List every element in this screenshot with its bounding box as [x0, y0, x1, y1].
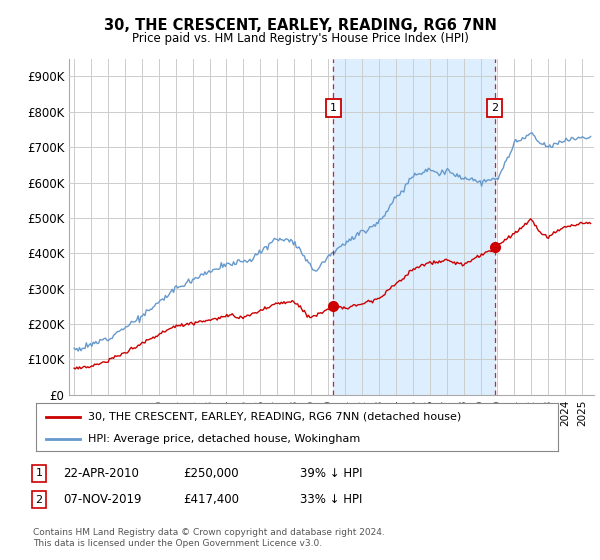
Text: 1: 1 — [35, 468, 43, 478]
Text: HPI: Average price, detached house, Wokingham: HPI: Average price, detached house, Woki… — [88, 434, 361, 444]
Text: 07-NOV-2019: 07-NOV-2019 — [63, 493, 142, 506]
Text: Contains HM Land Registry data © Crown copyright and database right 2024.
This d: Contains HM Land Registry data © Crown c… — [33, 528, 385, 548]
Text: 30, THE CRESCENT, EARLEY, READING, RG6 7NN (detached house): 30, THE CRESCENT, EARLEY, READING, RG6 7… — [88, 412, 461, 422]
Text: £417,400: £417,400 — [183, 493, 239, 506]
Bar — [333, 59, 495, 395]
Text: £250,000: £250,000 — [183, 466, 239, 480]
Text: 1: 1 — [329, 103, 337, 113]
Text: 39% ↓ HPI: 39% ↓ HPI — [300, 466, 362, 480]
Text: 30, THE CRESCENT, EARLEY, READING, RG6 7NN: 30, THE CRESCENT, EARLEY, READING, RG6 7… — [104, 18, 496, 33]
Text: Price paid vs. HM Land Registry's House Price Index (HPI): Price paid vs. HM Land Registry's House … — [131, 32, 469, 45]
Text: 22-APR-2010: 22-APR-2010 — [63, 466, 139, 480]
Text: 2: 2 — [35, 494, 43, 505]
Text: 2: 2 — [491, 103, 499, 113]
Text: 33% ↓ HPI: 33% ↓ HPI — [300, 493, 362, 506]
